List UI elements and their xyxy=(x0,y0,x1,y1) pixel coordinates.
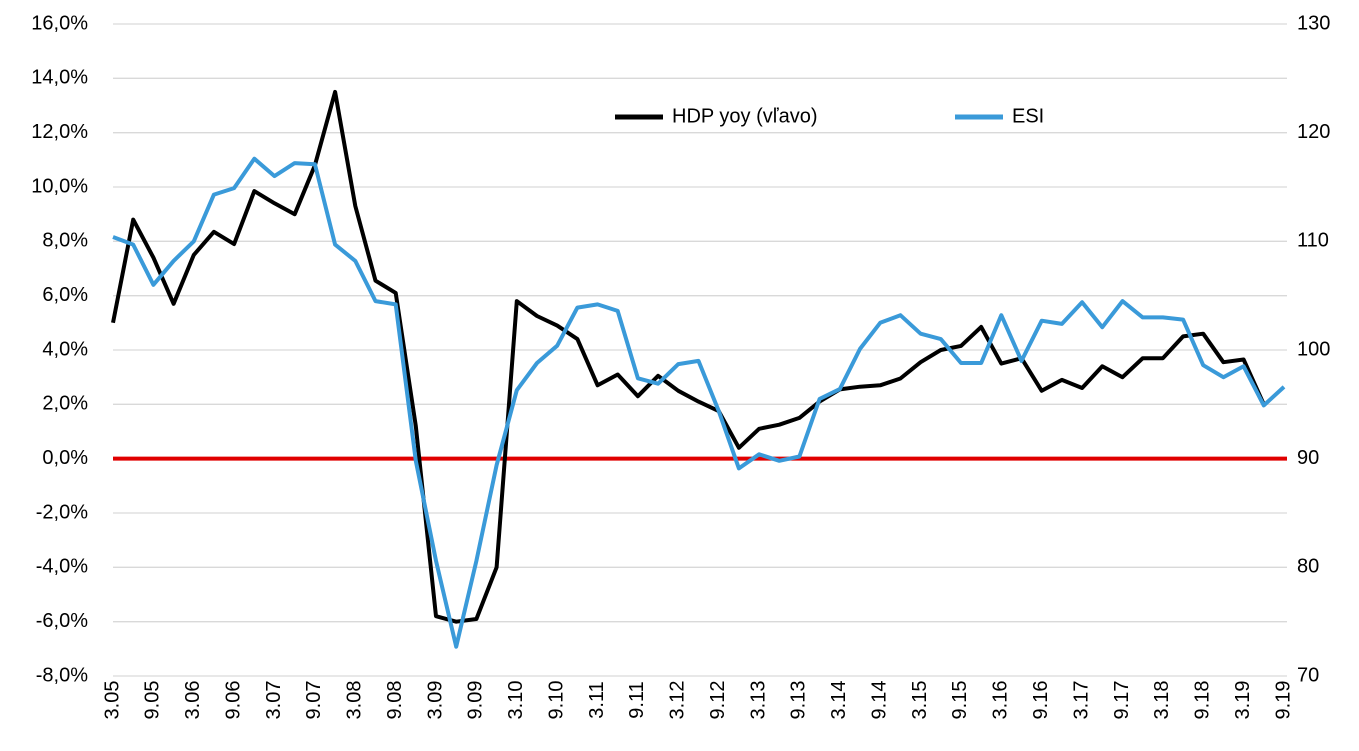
x-tick-label: 9.13 xyxy=(788,681,810,720)
x-tick-label: 9.15 xyxy=(949,681,971,720)
x-tick-label: 3.05 xyxy=(101,681,123,720)
x-tick-label: 3.19 xyxy=(1232,681,1254,720)
y-tick-label: 0,0% xyxy=(42,447,88,469)
y-tick-label: 6,0% xyxy=(42,284,88,306)
y-tick-label: 2,0% xyxy=(42,393,88,415)
x-tick-label: 3.07 xyxy=(263,681,285,720)
y2-tick-label: 80 xyxy=(1297,556,1319,578)
x-tick-label: 9.05 xyxy=(142,681,164,720)
x-tick-label: 3.09 xyxy=(424,681,446,720)
x-tick-label: 9.08 xyxy=(384,681,406,720)
y-tick-label: 16,0% xyxy=(31,12,88,34)
x-tick-label: 3.15 xyxy=(909,681,931,720)
y-tick-label: 10,0% xyxy=(31,175,88,197)
x-tick-label: 9.18 xyxy=(1192,681,1214,720)
y2-tick-label: 120 xyxy=(1297,121,1330,143)
x-tick-label: 9.10 xyxy=(545,681,567,720)
x-tick-label: 3.18 xyxy=(1151,681,1173,720)
x-tick-label: 9.07 xyxy=(303,681,325,720)
x-tick-label: 9.19 xyxy=(1272,681,1294,720)
x-tick-label: 3.11 xyxy=(586,681,608,718)
x-tick-label: 3.13 xyxy=(747,681,769,720)
x-tick-label: 3.08 xyxy=(344,681,366,720)
series-line xyxy=(111,89,1266,624)
x-tick-label: 9.12 xyxy=(707,681,729,720)
y-tick-label: -6,0% xyxy=(36,610,88,632)
y2-tick-label: 110 xyxy=(1297,230,1329,252)
x-tick-label: 9.11 xyxy=(626,681,648,718)
y-tick-label: -2,0% xyxy=(36,501,88,523)
x-tick-label: 9.16 xyxy=(1030,681,1052,720)
x-tick-label: 9.09 xyxy=(465,681,487,720)
x-tick-label: 3.17 xyxy=(1070,681,1092,720)
legend-label: HDP yoy (vľavo) xyxy=(672,105,818,127)
x-tick-label: 3.14 xyxy=(828,681,850,720)
y-tick-label: -4,0% xyxy=(36,556,88,578)
y2-tick-label: 100 xyxy=(1297,338,1330,360)
y-tick-label: -8,0% xyxy=(36,664,88,686)
x-tick-label: 3.16 xyxy=(990,681,1012,720)
x-tick-label: 9.06 xyxy=(222,681,244,720)
x-tick-label: 3.10 xyxy=(505,681,527,720)
series-line xyxy=(112,156,1286,649)
y-tick-label: 8,0% xyxy=(42,230,88,252)
x-tick-label: 9.14 xyxy=(868,681,890,720)
x-tick-label: 3.12 xyxy=(667,681,689,720)
y-tick-label: 4,0% xyxy=(42,338,88,360)
y-tick-label: 14,0% xyxy=(31,67,88,89)
y2-tick-label: 70 xyxy=(1297,664,1319,686)
x-tick-label: 9.17 xyxy=(1111,681,1133,720)
y2-tick-label: 90 xyxy=(1297,447,1319,469)
x-tick-label: 3.06 xyxy=(182,681,204,720)
y-tick-label: 12,0% xyxy=(31,121,88,143)
legend-label: ESI xyxy=(1012,105,1044,127)
y2-tick-label: 130 xyxy=(1297,12,1330,34)
